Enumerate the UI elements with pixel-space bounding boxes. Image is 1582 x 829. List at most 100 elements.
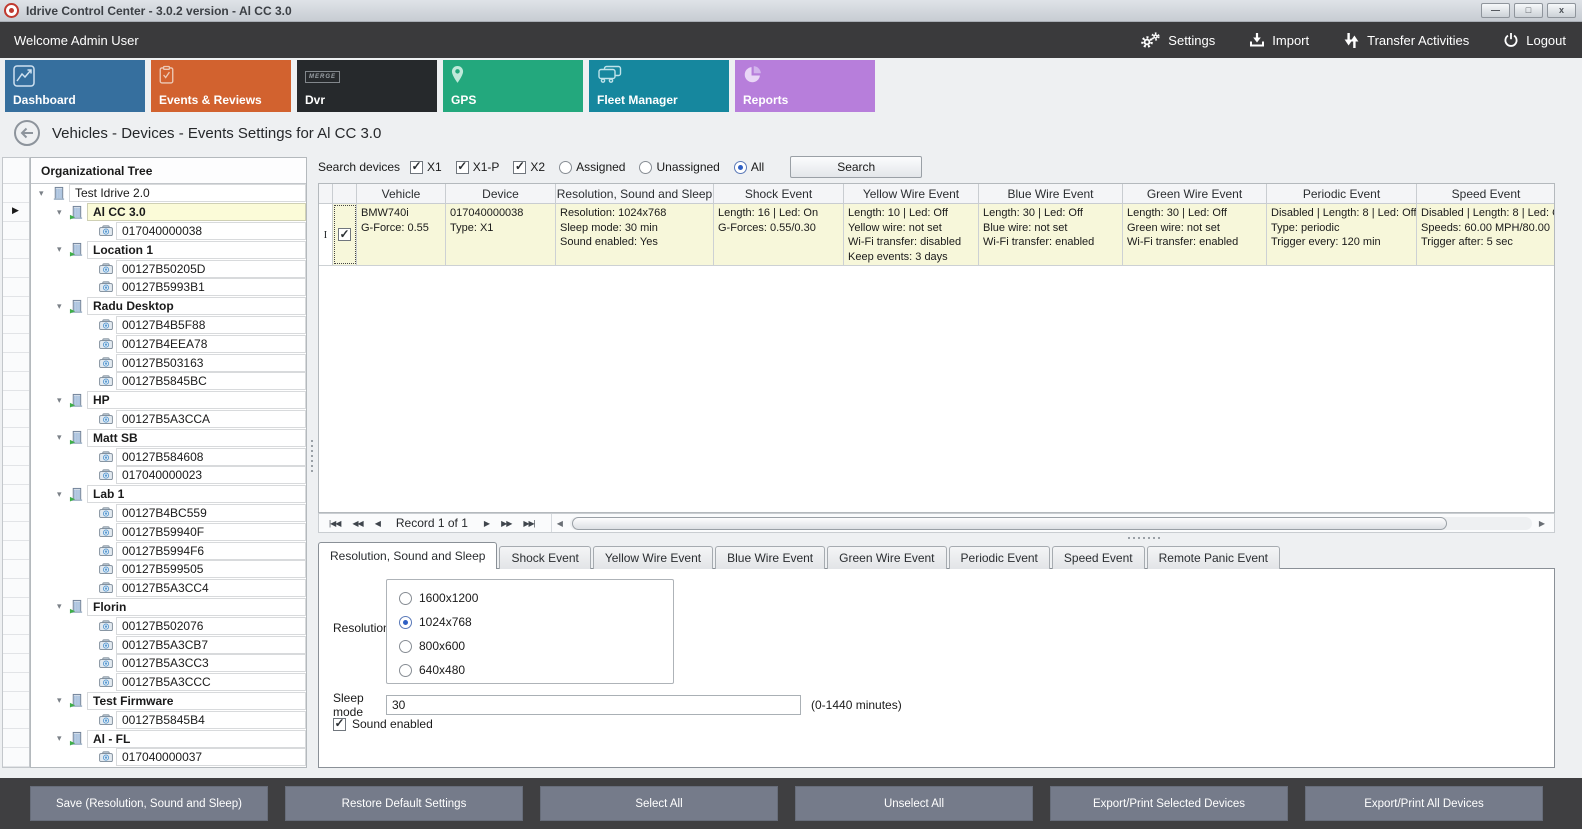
event-tab[interactable]: Resolution, Sound and Sleep [318,542,498,570]
resolution-option[interactable]: 1600x1200 [399,586,673,610]
collapse-arrow-icon[interactable]: ▾ [57,300,62,311]
last-record-button[interactable]: ▶▶| [523,518,535,528]
event-tab[interactable]: Remote Panic Event [1146,546,1280,569]
device-type-filter[interactable]: X2 [513,160,545,174]
tree-item[interactable]: ▾ [31,503,306,523]
tree-item[interactable]: ▾ [31,485,306,504]
tree-item[interactable]: ▾ [31,315,306,335]
assignment-radio[interactable] [639,160,653,174]
device-type-checkbox[interactable] [455,160,469,174]
tree-item[interactable]: ▾ [31,372,306,391]
collapse-arrow-icon[interactable]: ▾ [57,432,62,443]
footer-action-button[interactable]: Export/Print Selected Devices [1050,786,1288,821]
tree-splitter-handle[interactable] [309,440,314,474]
tree-item[interactable]: ▾ [31,691,306,711]
tree-item[interactable]: ▾ [31,334,306,353]
tree-item[interactable]: ▾ [31,522,306,541]
tree-item[interactable]: ▾ [31,447,306,466]
resolution-option[interactable]: 1024x768 [399,610,673,634]
resolution-radio[interactable] [399,591,412,605]
sleep-mode-input[interactable] [386,695,801,715]
grid-column-header[interactable]: Device [446,184,556,203]
first-record-button[interactable]: |◀◀ [329,518,341,528]
tile-fleet-manager[interactable]: Fleet Manager [589,60,729,112]
device-type-checkbox[interactable] [513,160,527,174]
scrollbar-thumb[interactable] [571,516,1448,530]
grid-splitter-handle[interactable] [1128,536,1162,540]
tree-item[interactable]: ▾ [31,654,306,673]
device-type-filter[interactable]: X1 [410,160,442,174]
tree-item[interactable]: ▾ [31,635,306,654]
collapse-arrow-icon[interactable]: ▾ [39,187,44,198]
resolution-option[interactable]: 640x480 [399,658,673,682]
collapse-arrow-icon[interactable]: ▾ [57,488,62,499]
footer-action-button[interactable]: Unselect All [795,786,1033,821]
next-record-button[interactable]: ▶ [483,518,490,528]
tree-item[interactable]: ▾ [31,673,306,692]
tree-item[interactable]: ▾ [31,729,306,748]
settings-button[interactable]: Settings [1139,31,1215,49]
assignment-filter[interactable]: Unassigned [639,160,720,174]
assignment-radio[interactable] [733,160,747,174]
assignment-filter[interactable]: All [733,160,764,174]
grid-column-header[interactable]: Yellow Wire Event [844,184,979,203]
collapse-arrow-icon[interactable]: ▾ [57,394,62,405]
previous-record-button[interactable]: ◀ [374,518,381,528]
resolution-radio[interactable] [399,663,412,677]
tile-reports[interactable]: Reports [735,60,875,112]
grid-column-header[interactable]: Resolution, Sound and Sleep [556,184,714,203]
grid-column-header[interactable]: Vehicle [357,184,446,203]
tree-item[interactable]: ▾ [31,184,306,203]
maximize-button[interactable]: □ [1514,3,1543,18]
footer-action-button[interactable]: Restore Default Settings [285,786,523,821]
tree-item[interactable]: ▾ [31,278,306,297]
tile-dashboard[interactable]: Dashboard [5,60,145,112]
scrollbar-track[interactable] [569,516,1532,530]
assignment-filter[interactable]: Assigned [559,160,625,174]
tree-item[interactable]: ▾ [31,353,306,372]
tree-item[interactable]: ▾ [31,259,306,278]
tree-item[interactable]: ▾ [31,466,306,485]
tree-item[interactable]: ▾ [31,240,306,259]
collapse-arrow-icon[interactable]: ▾ [57,206,62,217]
event-tab[interactable]: Blue Wire Event [715,546,826,569]
tree-item[interactable]: ▾ [31,203,306,222]
tree-item[interactable]: ▾ [31,428,306,447]
event-tab[interactable]: Yellow Wire Event [592,546,714,569]
event-tab[interactable]: Shock Event [499,546,591,569]
grid-column-header[interactable]: Periodic Event [1267,184,1417,203]
tree-item[interactable]: ▾ [31,409,306,429]
grid-column-header[interactable]: Green Wire Event [1123,184,1267,203]
tile-gps[interactable]: GPS [443,60,583,112]
next-page-button[interactable]: ▶▶ [501,518,512,528]
tile-events-reviews[interactable]: Events & Reviews [151,60,291,112]
tree-item[interactable]: ▾ [31,297,306,316]
assignment-radio[interactable] [559,160,573,174]
event-tab[interactable]: Green Wire Event [827,546,947,569]
logout-button[interactable]: Logout [1503,32,1566,48]
footer-action-button[interactable]: Export/Print All Devices [1305,786,1543,821]
collapse-arrow-icon[interactable]: ▾ [57,695,62,706]
grid-column-header[interactable]: Blue Wire Event [979,184,1123,203]
collapse-arrow-icon[interactable]: ▾ [57,244,62,255]
transfer-activities-button[interactable]: Transfer Activities [1343,32,1469,49]
collapse-arrow-icon[interactable]: ▾ [57,601,62,612]
tree-item[interactable]: ▾ [31,616,306,635]
sound-enabled-option[interactable]: Sound enabled [333,717,433,731]
device-type-filter[interactable]: X1-P [455,160,499,174]
footer-action-button[interactable]: Save (Resolution, Sound and Sleep) [30,786,268,821]
tree-item[interactable]: ▾ [31,748,306,767]
tree-item[interactable]: ▾ [31,560,306,579]
back-button[interactable] [14,120,40,146]
search-button[interactable]: Search [790,156,923,178]
tree-item[interactable]: ▾ [31,579,306,598]
resolution-option[interactable]: 800x600 [399,634,673,658]
tree-item[interactable]: ▾ [31,221,306,241]
scroll-right-icon[interactable]: ▶ [1538,518,1545,528]
tree-item[interactable]: ▾ [31,710,306,729]
close-button[interactable]: x [1547,3,1576,18]
tree-item[interactable]: ▾ [31,541,306,560]
device-type-checkbox[interactable] [410,160,424,174]
previous-page-button[interactable]: ◀◀ [352,518,363,528]
row-checkbox[interactable] [338,228,351,241]
